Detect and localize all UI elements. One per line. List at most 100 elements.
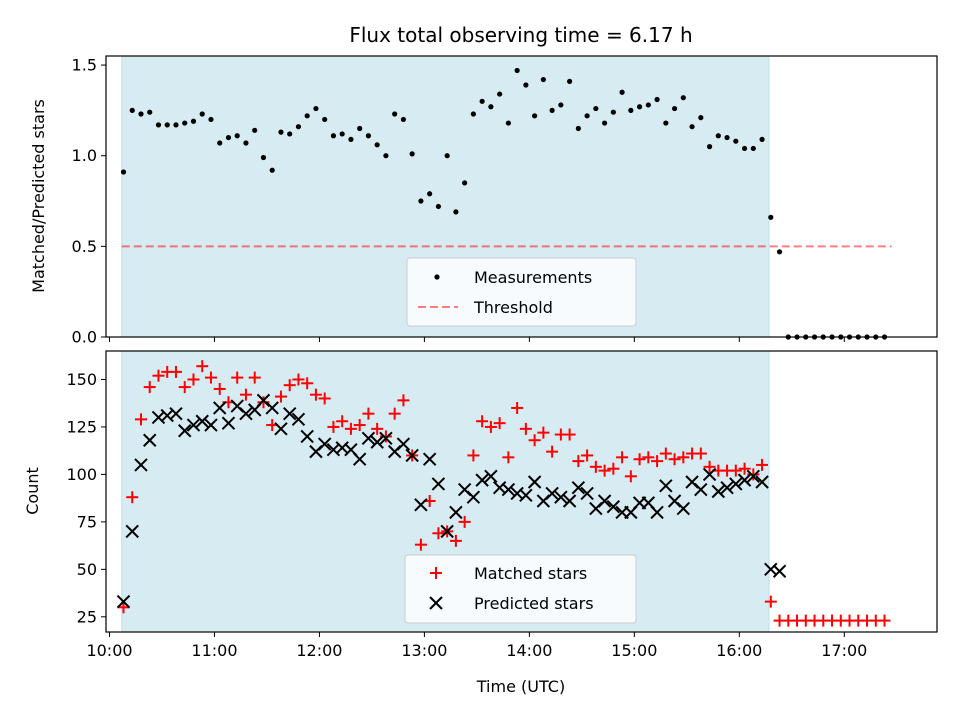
matched-point — [502, 451, 515, 464]
x-tick-label: 10:00 — [86, 641, 132, 660]
matched-point — [449, 534, 462, 547]
predicted-point — [405, 448, 419, 463]
predicted-point — [772, 564, 787, 578]
measurement-point — [488, 104, 494, 110]
matched-point — [432, 527, 445, 540]
measurement-point — [243, 140, 249, 146]
matched-point — [309, 388, 322, 401]
matched-point — [397, 394, 410, 407]
predicted-point — [125, 524, 139, 539]
measurement-point — [278, 129, 284, 135]
measurement-point — [225, 134, 232, 141]
measurement-point — [409, 151, 415, 157]
measurement-point — [348, 136, 354, 142]
matched-point — [668, 453, 681, 466]
measurement-point — [269, 167, 275, 173]
bottom-y-tick-label: 50 — [77, 560, 97, 579]
measurement-point — [602, 120, 608, 126]
measurement-point — [567, 78, 573, 84]
predicted-point — [606, 499, 621, 514]
predicted-point — [370, 435, 384, 449]
measurement-point — [645, 102, 651, 108]
measurement-point — [199, 111, 205, 117]
measurement-point — [776, 249, 783, 255]
matched-point — [134, 413, 147, 426]
predicted-point — [501, 482, 516, 497]
measurement-point — [768, 214, 774, 220]
matched-point — [528, 434, 541, 447]
measurement-point — [514, 67, 520, 74]
measurement-point — [287, 131, 293, 137]
matched-point — [178, 381, 191, 394]
bottom-legend-box — [404, 554, 637, 624]
predicted-point — [711, 484, 726, 499]
top-y-tick-label: 1.5 — [72, 56, 97, 75]
measurement-point — [392, 111, 398, 117]
measurement-point — [523, 82, 529, 88]
measurement-point — [584, 113, 590, 119]
predicted-point — [431, 477, 446, 491]
legend-matched-marker — [430, 567, 442, 579]
predicted-point — [571, 480, 586, 495]
measurement-point — [357, 125, 363, 132]
predicted-point — [169, 406, 183, 421]
matched-point — [651, 455, 664, 468]
predicted-point — [755, 475, 769, 489]
measurement-point — [383, 153, 389, 159]
measurement-point — [733, 138, 739, 144]
matched-point — [484, 420, 497, 433]
x-tick-label: 17:00 — [821, 641, 867, 660]
predicted-point — [527, 475, 542, 489]
bottom-y-tick-label: 25 — [77, 607, 97, 626]
matched-point — [187, 373, 200, 386]
matched-point — [283, 379, 296, 392]
measurement-point — [173, 122, 179, 128]
predicted-point — [221, 416, 236, 430]
measurement-point — [540, 76, 546, 83]
measurement-point — [593, 105, 599, 112]
matched-point — [152, 369, 165, 382]
matched-point — [756, 458, 769, 471]
measurement-point — [505, 120, 511, 126]
measurement-point — [260, 154, 267, 161]
predicted-point — [213, 401, 227, 415]
predicted-point — [274, 422, 288, 436]
measurement-point — [750, 145, 756, 152]
x-tick-label: 12:00 — [296, 641, 342, 660]
predicted-point — [134, 458, 148, 472]
legend-predicted-label: Predicted stars — [474, 594, 594, 613]
measurement-point — [741, 145, 748, 152]
predicted-point — [396, 437, 411, 451]
measurement-point — [671, 105, 678, 112]
measurement-point — [549, 107, 555, 113]
x-tick-label: 14:00 — [506, 641, 552, 660]
top-legend: Measurements Threshold — [406, 257, 637, 327]
matched-point — [414, 538, 427, 551]
measurement-point — [418, 198, 424, 204]
measurement-point — [610, 109, 616, 115]
x-tick-label: 15:00 — [611, 641, 657, 660]
predicted-point — [580, 486, 594, 501]
matched-point — [318, 392, 331, 405]
measurement-point — [628, 107, 634, 113]
top-panel: 0.0 0.5 1.0 1.5 Matched/Predicted stars Mea… — [29, 55, 938, 347]
measurement-point — [680, 95, 686, 101]
predicted-point — [186, 418, 201, 432]
matched-point — [467, 449, 480, 462]
matched-point — [537, 426, 550, 439]
predicted-point — [562, 494, 577, 508]
matched-point — [598, 464, 611, 477]
matched-point — [624, 470, 637, 483]
matched-point — [572, 455, 585, 468]
measurement-point — [339, 131, 345, 137]
measurement-point — [208, 116, 214, 123]
x-axis-label: Time (UTC) — [476, 677, 565, 696]
predicted-point — [676, 501, 691, 516]
matched-point — [362, 407, 375, 420]
predicted-point — [545, 486, 559, 501]
top-y-axis-label: Matched/Predicted stars — [29, 99, 48, 293]
measurement-point — [427, 191, 433, 197]
matched-point — [729, 464, 742, 477]
matched-point — [607, 462, 620, 475]
predicted-point — [650, 505, 664, 520]
